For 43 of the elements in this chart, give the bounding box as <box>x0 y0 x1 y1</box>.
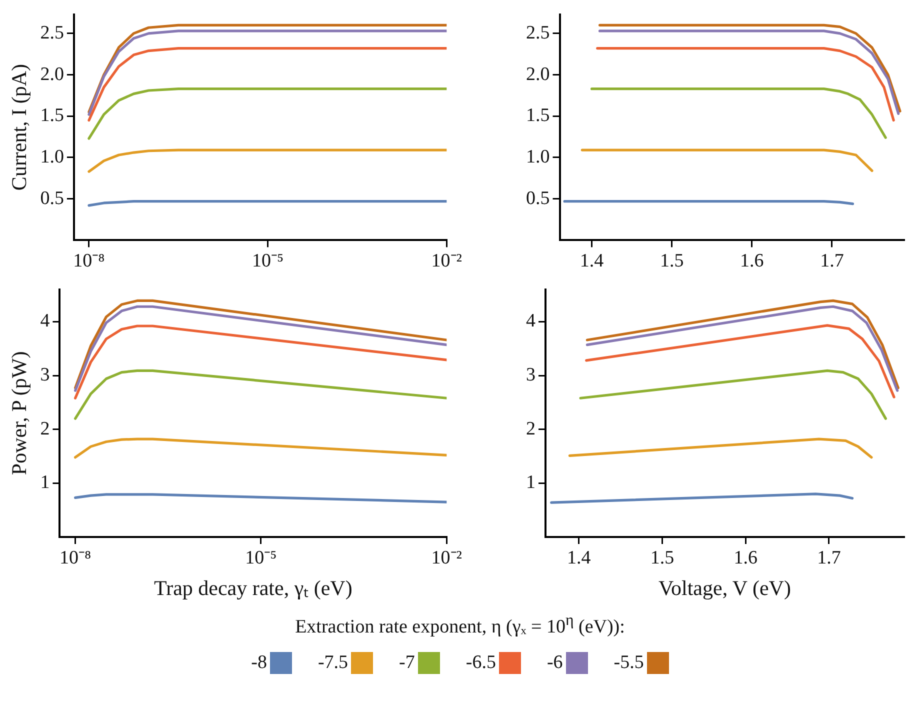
x-tick-label: 10⁻⁵ <box>252 250 284 272</box>
y-tick-label: 1.5 <box>526 105 550 126</box>
y-tick-label: 2.0 <box>526 64 550 85</box>
y-tick-label: 3 <box>526 364 536 386</box>
x-tick-label: 1.5 <box>660 250 684 272</box>
y-tick-label: 0.5 <box>526 188 550 209</box>
y-tick-label: 2 <box>526 418 536 440</box>
y-axis-title: Power, P (pW) <box>7 351 32 476</box>
legend-label: -7 <box>399 652 415 674</box>
legend-label: -6 <box>546 652 563 674</box>
y-tick-label: 2 <box>40 418 50 440</box>
y-tick-label: 2.0 <box>40 64 64 85</box>
legend-label: -8 <box>251 652 267 674</box>
y-tick-label: 4 <box>526 310 536 332</box>
y-tick-label: 1.5 <box>40 105 64 126</box>
x-tick-label: 10⁻² <box>431 250 462 272</box>
legend-label: -5.5 <box>614 652 644 674</box>
y-tick-label: 4 <box>40 310 50 332</box>
x-tick-label: 1.5 <box>650 547 674 568</box>
x-tick-label: 1.7 <box>820 250 844 272</box>
x-tick-label: 1.6 <box>740 250 764 272</box>
x-tick-label: 1.6 <box>734 547 758 568</box>
x-tick-label: 1.7 <box>817 547 841 568</box>
x-tick-label: 1.4 <box>580 250 604 272</box>
x-tick-label: 1.4 <box>566 547 592 568</box>
y-axis-title: Current, I (pA) <box>7 64 32 191</box>
x-axis-title: Trap decay rate, γₜ (eV) <box>154 576 352 600</box>
y-tick-label: 1 <box>526 472 536 494</box>
x-tick-label: 10⁻⁸ <box>59 547 92 568</box>
x-tick-label: 10⁻⁵ <box>245 547 277 568</box>
y-tick-label: 1.0 <box>40 146 64 168</box>
x-axis-title: Voltage, V (eV) <box>658 576 791 600</box>
y-tick-label: 2.5 <box>40 22 64 44</box>
x-tick-label: 10⁻² <box>431 547 462 568</box>
legend-label: -7.5 <box>318 652 348 674</box>
y-tick-label: 1.0 <box>526 146 550 168</box>
legend-title: Extraction rate exponent, η (γₓ = 10$^{η}$ (eV)): <box>294 612 626 638</box>
y-tick-label: 3 <box>40 364 50 386</box>
legend-label: -6.5 <box>466 652 496 674</box>
y-tick-label: 2.5 <box>526 22 550 44</box>
x-tick-label: 10⁻⁸ <box>73 250 105 272</box>
y-tick-label: 0.5 <box>40 188 64 209</box>
y-tick-label: 1 <box>40 472 50 494</box>
